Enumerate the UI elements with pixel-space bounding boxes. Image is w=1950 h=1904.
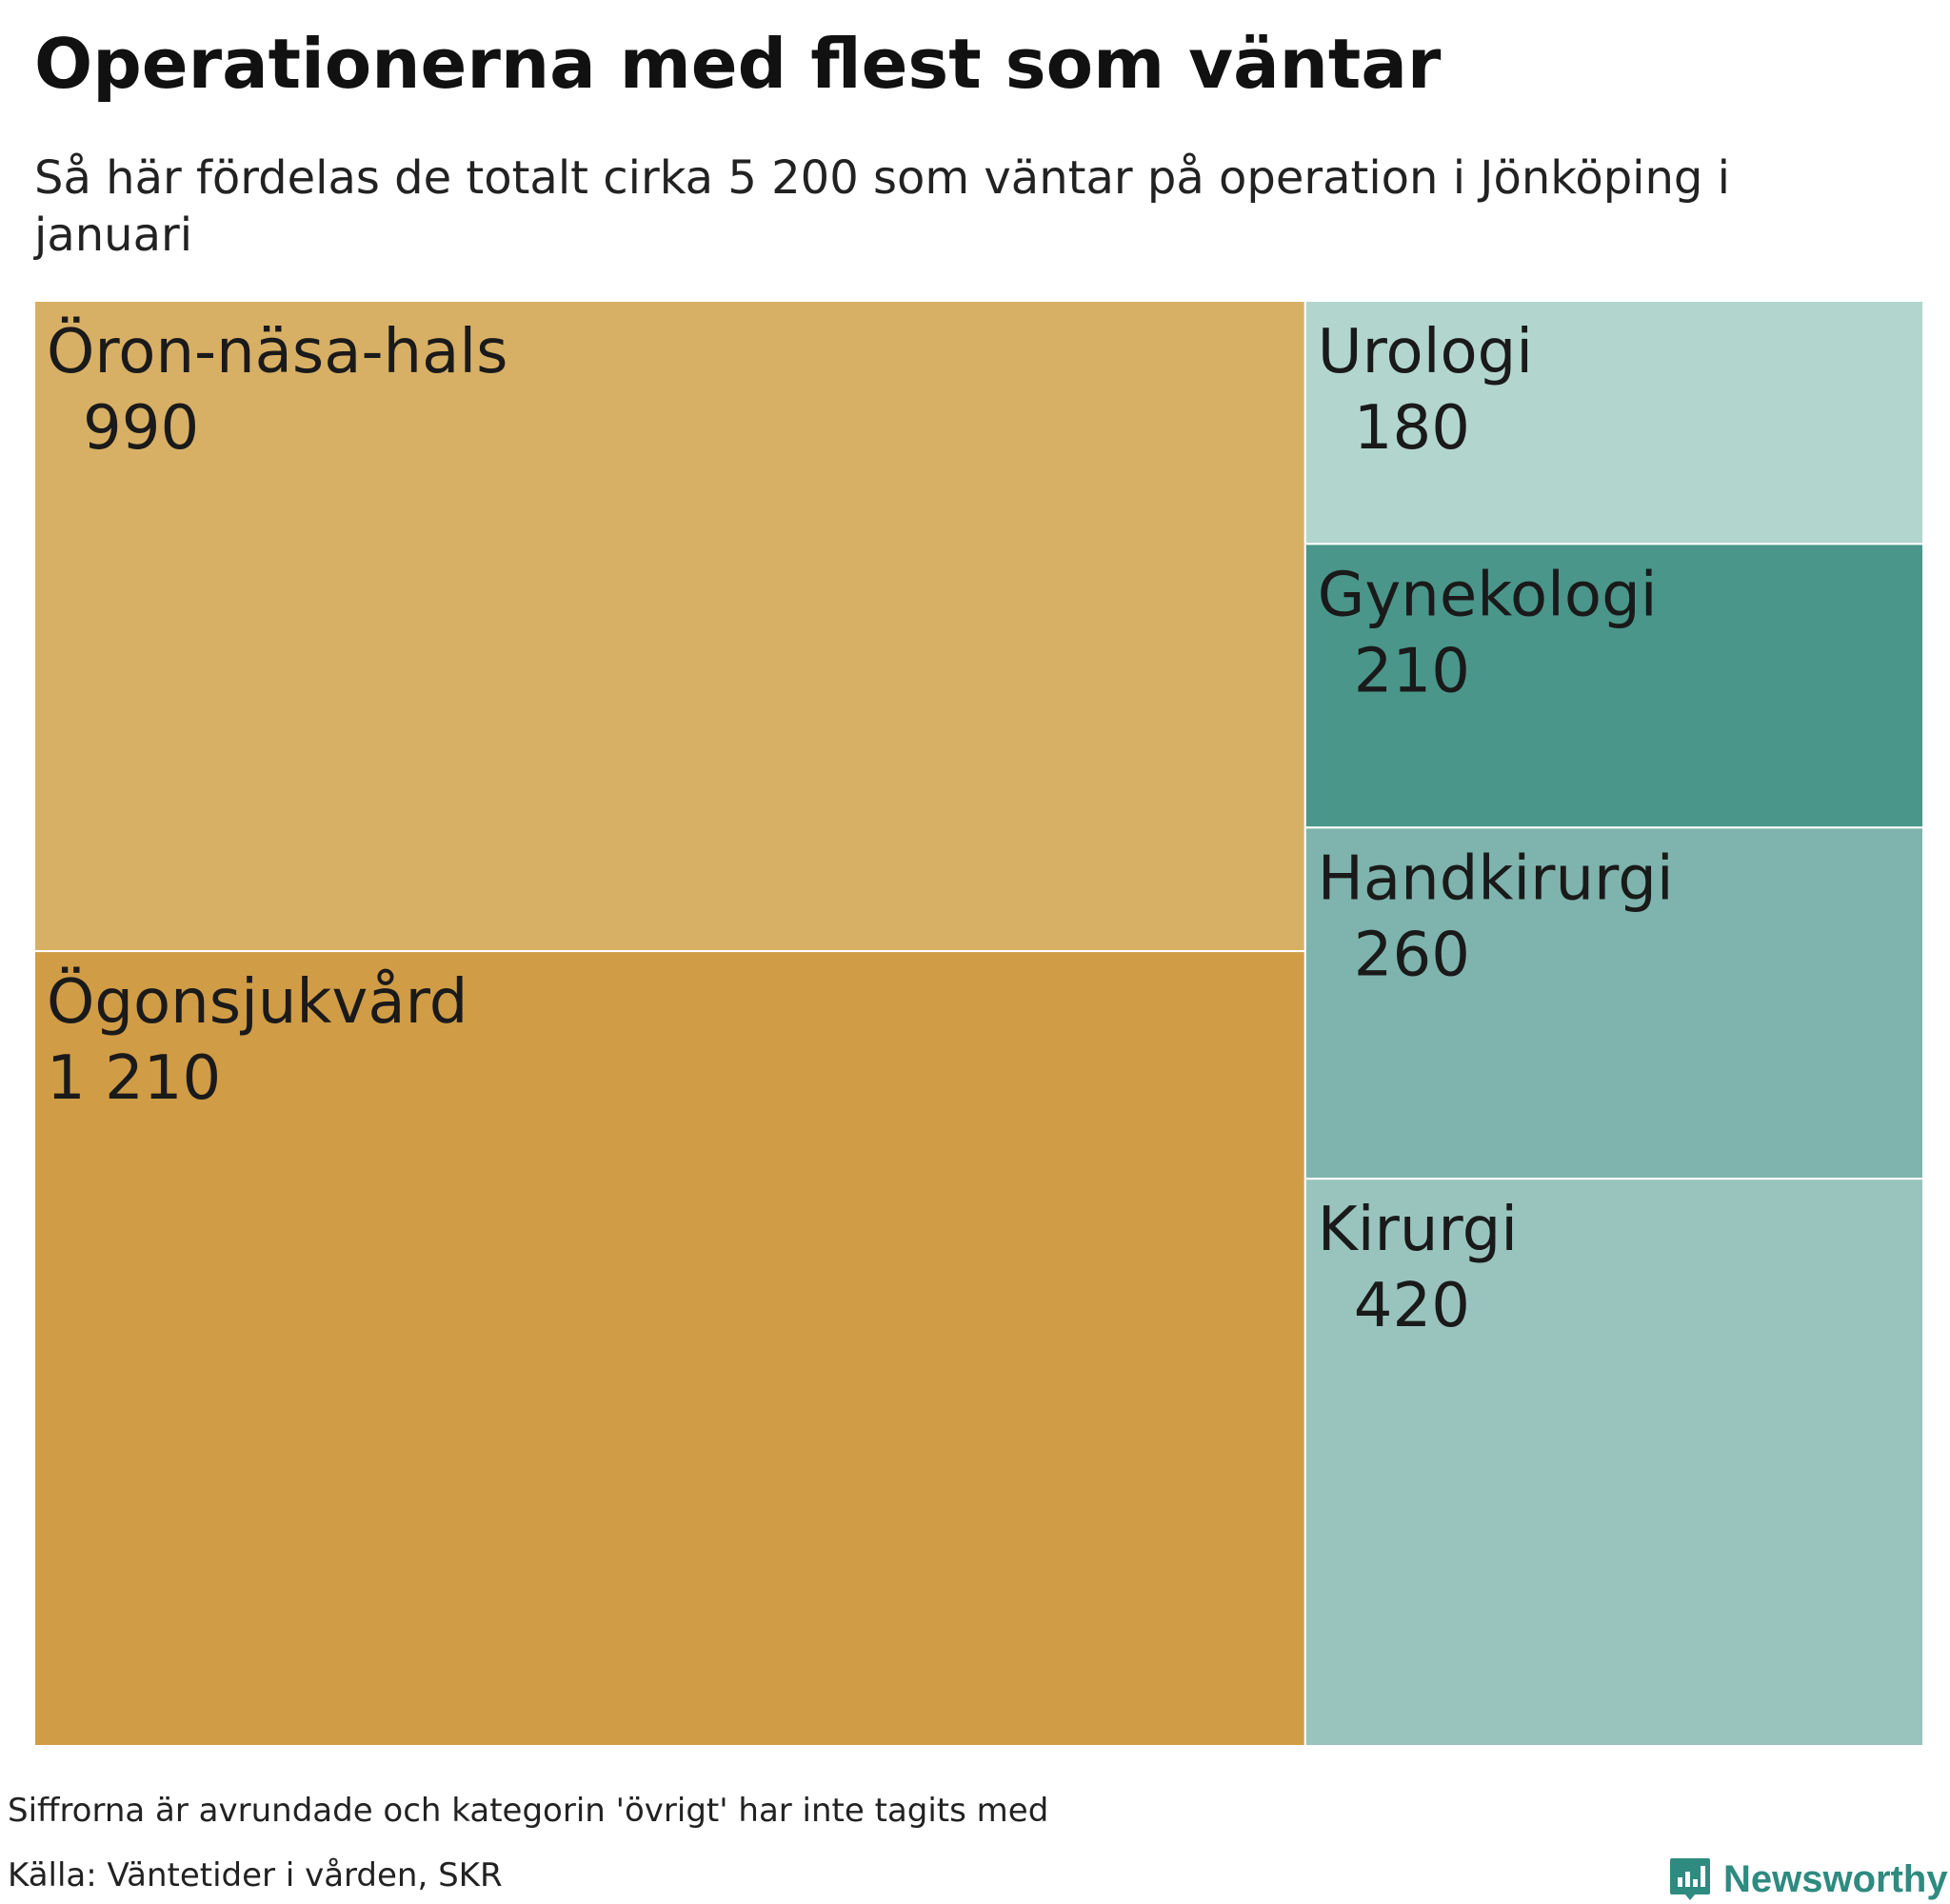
- treemap-value: 260: [1354, 920, 1470, 990]
- treemap-value: 210: [1354, 636, 1470, 706]
- chart-subtitle: Så här fördelas de totalt cirka 5 200 so…: [34, 151, 1730, 262]
- source-note: Källa: Väntetider i vården, SKR: [8, 1856, 503, 1894]
- treemap-rect: [1303, 300, 1925, 545]
- treemap-value: 1 210: [47, 1043, 221, 1114]
- treemap-label: Kirurgi: [1318, 1195, 1518, 1265]
- treemap-value: 180: [1354, 393, 1470, 464]
- treemap-label: Gynekologi: [1318, 560, 1658, 630]
- bar-chart-icon: [1670, 1858, 1710, 1900]
- treemap-rect: [33, 300, 1306, 953]
- treemap-rect: [33, 950, 1306, 1747]
- newsworthy-logo: Newsworthy: [1668, 1856, 1948, 1902]
- treemap-value: 420: [1354, 1271, 1470, 1341]
- treemap-value: 990: [83, 393, 199, 464]
- treemap-label: Urologi: [1318, 317, 1533, 387]
- treemap-rect: [1303, 1178, 1925, 1747]
- treemap-label: Handkirurgi: [1318, 843, 1674, 914]
- brand-name: Newsworthy: [1723, 1857, 1948, 1900]
- treemap-label: Öron-näsa-hals: [47, 316, 507, 387]
- treemap-label: Ögonsjukvård: [47, 966, 468, 1038]
- treemap-rect: [1303, 543, 1925, 829]
- footnote: Siffrorna är avrundade och kategorin 'öv…: [8, 1792, 1049, 1830]
- chart-title: Operationerna med flest som väntar: [34, 24, 1442, 104]
